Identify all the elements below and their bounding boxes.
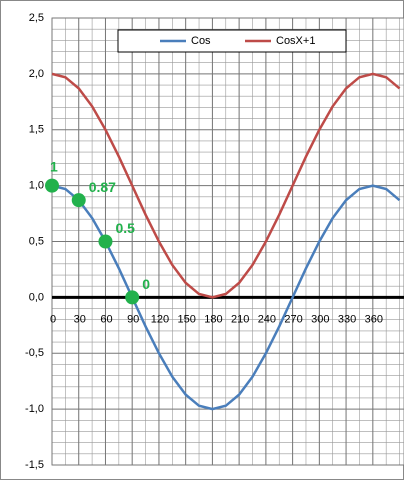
y-tick-label: 1,0: [29, 180, 44, 192]
x-tick-label: 60: [100, 313, 112, 325]
y-tick-label: 1,5: [29, 124, 44, 136]
annotation-point: [71, 193, 86, 208]
annotation-label: 0.5: [115, 220, 135, 236]
legend-label: Cos: [191, 35, 211, 47]
y-tick-label: -1,0: [25, 403, 44, 415]
y-tick-label: -0,5: [25, 347, 44, 359]
series-line: [51, 184, 401, 411]
y-tick-label: -1,5: [25, 459, 44, 471]
y-tick-label: 0,0: [29, 291, 44, 303]
x-tick-label: 150: [177, 313, 195, 325]
x-tick-label: 210: [231, 313, 249, 325]
legend-box: [117, 29, 347, 53]
annotation-point: [125, 290, 140, 305]
y-tick-label: 2,0: [29, 68, 44, 80]
x-tick-label: 90: [127, 313, 139, 325]
legend-label: CosX+1: [276, 35, 315, 47]
annotation-point: [45, 178, 59, 193]
series-line: [51, 72, 401, 299]
y-tick-label: 0,5: [29, 235, 44, 247]
annotation-label: 1: [50, 158, 58, 174]
x-tick-label: 30: [74, 313, 86, 325]
x-tick-label: 270: [284, 313, 302, 325]
annotation-label: 0: [142, 276, 150, 292]
x-tick-label: 240: [258, 313, 276, 325]
annotation-point: [98, 234, 113, 249]
x-tick-label: 330: [338, 313, 356, 325]
x-tick-label: 120: [151, 313, 169, 325]
x-tick-label: 180: [204, 313, 222, 325]
x-tick-label: 360: [365, 313, 383, 325]
x-tick-label: 300: [311, 313, 329, 325]
annotation-label: 0.87: [89, 179, 116, 195]
y-tick-label: 2,5: [29, 12, 44, 24]
x-tick-label: 0: [50, 313, 56, 325]
